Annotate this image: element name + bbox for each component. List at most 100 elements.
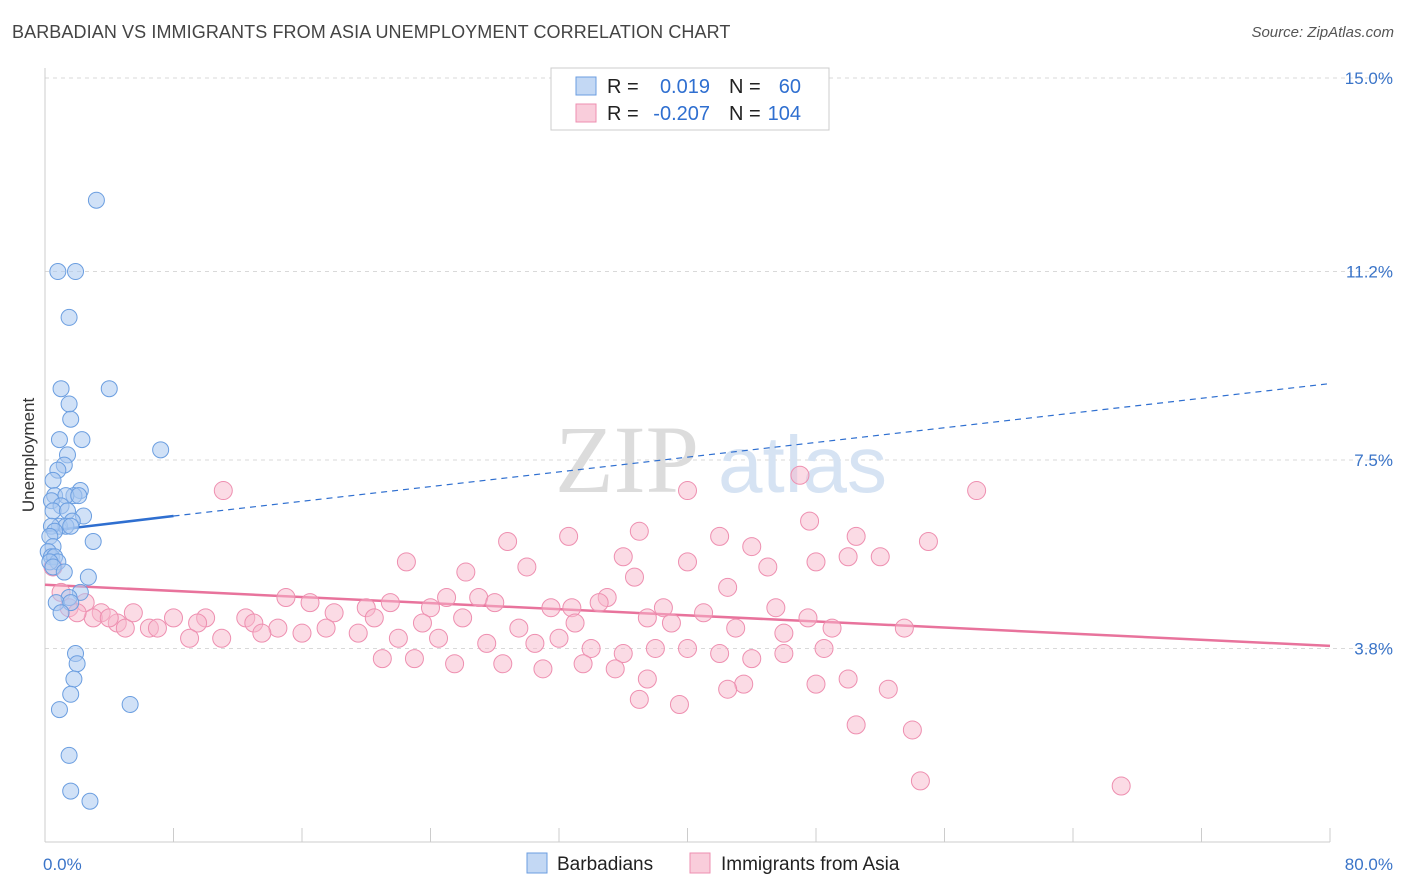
y-tick-labels: 3.8% 7.5% 11.2% 15.0%: [1345, 69, 1393, 658]
point-immigrants-from-asia: [412, 613, 432, 633]
point-immigrants-from-asia: [445, 654, 465, 674]
point-immigrants-from-asia: [678, 552, 697, 572]
point-immigrants-from-asia: [726, 618, 746, 638]
point-barbadians: [50, 701, 68, 719]
point-immigrants-from-asia: [838, 669, 858, 689]
bottom-legend-label-immigrants: Immigrants from Asia: [721, 854, 900, 875]
point-immigrants-from-asia: [453, 608, 473, 628]
legend: R = 0.019 N = 60 R = -0.207 N = 104: [550, 67, 830, 131]
legend-box: [550, 67, 830, 131]
point-immigrants-from-asia: [718, 679, 738, 699]
point-barbadians: [68, 655, 86, 673]
watermark: ZIP atlas: [555, 406, 887, 513]
chart-title: BARBADIAN VS IMMIGRANTS FROM ASIA UNEMPL…: [12, 22, 731, 42]
data-points: [39, 191, 1131, 810]
point-barbadians: [60, 308, 78, 326]
point-immigrants-from-asia: [669, 694, 689, 714]
legend-r-value: 0.019: [660, 76, 710, 98]
point-barbadians: [81, 792, 99, 810]
point-immigrants-from-asia: [637, 608, 657, 628]
point-barbadians: [60, 395, 78, 413]
point-immigrants-from-asia: [276, 588, 296, 608]
bottom-legend: Barbadians Immigrants from Asia: [526, 852, 900, 875]
point-immigrants-from-asia: [637, 669, 657, 689]
trend-line-barbadians-extension: [173, 383, 1331, 517]
y-tick-label: 3.8%: [1354, 639, 1393, 658]
point-immigrants-from-asia: [380, 593, 400, 613]
point-immigrants-from-asia: [493, 654, 513, 674]
point-immigrants-from-asia: [838, 547, 858, 567]
point-immigrants-from-asia: [1111, 776, 1131, 796]
point-immigrants-from-asia: [710, 644, 730, 664]
point-immigrants-from-asia: [806, 552, 826, 572]
point-immigrants-from-asia: [485, 593, 505, 613]
point-immigrants-from-asia: [573, 654, 593, 674]
point-immigrants-from-asia: [910, 771, 930, 791]
point-barbadians: [73, 431, 91, 449]
point-immigrants-from-asia: [629, 689, 649, 709]
point-immigrants-from-asia: [99, 608, 119, 628]
watermark-atlas: atlas: [718, 420, 887, 509]
point-barbadians: [79, 568, 97, 586]
point-barbadians: [100, 380, 118, 398]
point-immigrants-from-asia: [710, 526, 730, 546]
point-immigrants-from-asia: [967, 481, 987, 501]
point-barbadians: [49, 263, 67, 281]
point-immigrants-from-asia: [798, 608, 818, 628]
point-immigrants-from-asia: [469, 588, 489, 608]
point-immigrants-from-asia: [364, 608, 384, 628]
point-immigrants-from-asia: [774, 623, 794, 643]
y-tick-label: 15.0%: [1345, 69, 1393, 88]
point-barbadians: [84, 532, 102, 550]
point-immigrants-from-asia: [806, 674, 826, 694]
point-immigrants-from-asia: [509, 618, 529, 638]
point-immigrants-from-asia: [902, 720, 922, 740]
point-immigrants-from-asia: [846, 715, 866, 735]
point-immigrants-from-asia: [541, 598, 561, 618]
point-immigrants-from-asia: [268, 618, 288, 638]
point-immigrants-from-asia: [525, 633, 545, 653]
point-immigrants-from-asia: [292, 623, 312, 643]
point-immigrants-from-asia: [477, 633, 497, 653]
point-immigrants-from-asia: [180, 628, 200, 648]
point-immigrants-from-asia: [742, 537, 762, 557]
point-immigrants-from-asia: [83, 608, 103, 628]
point-barbadians: [62, 517, 80, 535]
point-immigrants-from-asia: [429, 628, 449, 648]
point-immigrants-from-asia: [766, 598, 786, 618]
point-immigrants-from-asia: [324, 603, 344, 623]
point-immigrants-from-asia: [252, 623, 272, 643]
point-immigrants-from-asia: [661, 613, 681, 633]
point-immigrants-from-asia: [629, 521, 649, 541]
point-immigrants-from-asia: [300, 593, 320, 613]
y-tick-label: 7.5%: [1354, 451, 1393, 470]
point-immigrants-from-asia: [123, 603, 143, 623]
legend-swatch: [575, 76, 597, 96]
bottom-legend-swatch-barbadians: [526, 852, 548, 874]
legend-n-value: 104: [768, 103, 801, 125]
point-immigrants-from-asia: [645, 638, 665, 658]
point-immigrants-from-asia: [456, 562, 476, 582]
point-immigrants-from-asia: [498, 531, 518, 551]
point-immigrants-from-asia: [694, 603, 714, 623]
point-barbadians: [62, 782, 80, 800]
legend-n-label: N =: [729, 103, 761, 125]
point-immigrants-from-asia: [372, 649, 392, 669]
point-barbadians: [121, 695, 139, 713]
point-immigrants-from-asia: [316, 618, 336, 638]
point-immigrants-from-asia: [115, 618, 135, 638]
point-immigrants-from-asia: [790, 465, 810, 485]
point-immigrants-from-asia: [613, 644, 633, 664]
bottom-legend-label-barbadians: Barbadians: [557, 854, 653, 875]
point-immigrants-from-asia: [396, 552, 416, 572]
point-immigrants-from-asia: [814, 638, 834, 658]
point-immigrants-from-asia: [870, 547, 890, 567]
point-barbadians: [52, 604, 70, 622]
point-barbadians: [60, 746, 78, 764]
point-immigrants-from-asia: [188, 613, 208, 633]
source-label: Source: ZipAtlas.com: [1251, 24, 1394, 41]
point-immigrants-from-asia: [589, 593, 609, 613]
x-tick-label: 0.0%: [43, 855, 82, 874]
point-immigrants-from-asia: [421, 598, 440, 618]
